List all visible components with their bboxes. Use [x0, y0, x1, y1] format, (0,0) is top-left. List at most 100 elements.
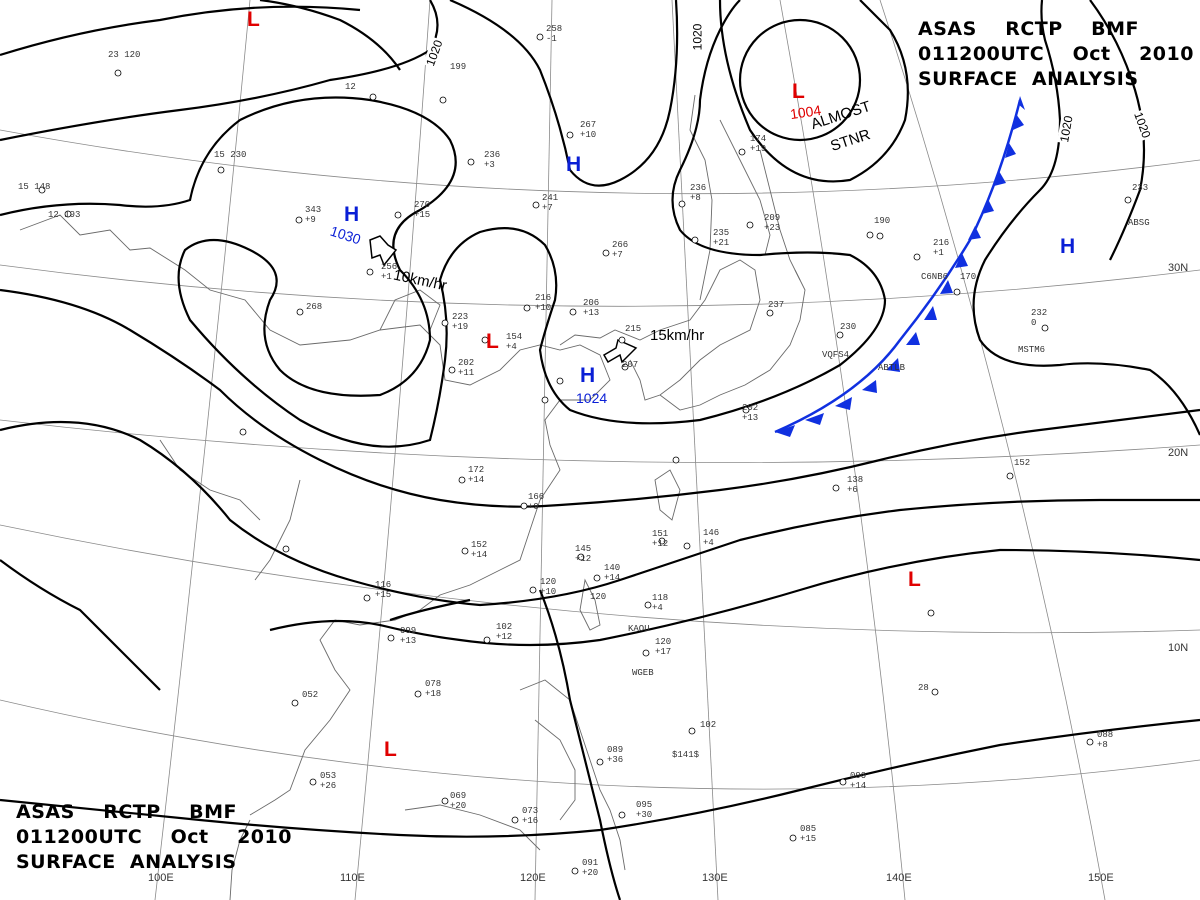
station-plot: 174 +19 [750, 134, 767, 154]
station-plot: 216 +1 [933, 238, 950, 258]
station-id: ABTLB [878, 363, 906, 373]
station-id: MSTM6 [1018, 345, 1046, 355]
station-plot: 170 [960, 272, 977, 282]
station-plot: 233 [1132, 183, 1149, 193]
low-1004-isobars [718, 0, 909, 183]
station-plot: 091 +20 [582, 858, 599, 878]
title-top-line2: 011200UTC Oct 2010 [918, 43, 1194, 65]
high-mongolia-marker: H [344, 203, 360, 226]
low-east-sea-marker: L [792, 80, 805, 103]
map-title-bottom: ASAS RCTP BMF 011200UTC Oct 2010 SURFACE… [16, 800, 292, 875]
low-pacific-marker: L [908, 568, 921, 591]
station-plot: 270 +15 [414, 200, 431, 220]
station-plot: 268 [306, 302, 323, 312]
station-plot: 236 +3 [484, 150, 501, 170]
lon-label-150e: 150E [1088, 872, 1114, 884]
longitude-lines [154, 0, 1106, 900]
high-yellow-sea-marker: H [580, 364, 596, 387]
lat-label-30n: 30N [1168, 262, 1189, 274]
station-plot: 223 +19 [452, 312, 469, 332]
station-plot: 102 [700, 720, 717, 730]
station-plot: 118 +4 [652, 593, 669, 613]
station-plot: 102 +12 [496, 622, 513, 642]
station-plot: 166 +9 [528, 492, 545, 512]
station-plot: 172 +14 [468, 465, 485, 485]
station-plot: 258 -1 [546, 24, 563, 44]
station-plot: 209 +23 [764, 213, 781, 233]
map-title-top: ASAS RCTP BMF 011200UTC Oct 2010 SURFACE… [918, 17, 1194, 92]
station-plot: 206 +13 [583, 298, 600, 318]
station-plot: 343 +9 [305, 205, 322, 225]
station-id: ABSG [1128, 218, 1150, 228]
low-north-marker: L [247, 8, 260, 31]
station-plot: 073 +16 [522, 806, 539, 826]
station-plot: 235 +21 [713, 228, 730, 248]
station-plot: 202 +13 [742, 403, 759, 423]
station-plot: 140 +14 [604, 563, 621, 583]
title-top-line1: ASAS RCTP BMF [918, 18, 1140, 40]
station-plot: 090 +14 [850, 771, 867, 791]
station-plot: 202 +11 [458, 358, 475, 378]
station-id: KAOU [628, 624, 650, 634]
station-plot: 216 +10 [535, 293, 552, 313]
lon-label-110e: 110E [340, 872, 365, 884]
station-plot: 12 [345, 82, 356, 92]
station-plot: 151 +12 [652, 529, 669, 549]
station-plot: 089 +36 [607, 745, 624, 765]
station-plot: 199 [450, 62, 467, 72]
station-plot: 095 +30 [636, 800, 653, 820]
station-plot: 12 193 [48, 210, 81, 220]
station-dots [38, 33, 1132, 875]
station-plot: 116 +15 [375, 580, 392, 600]
station-plot: 215 [625, 324, 642, 334]
station-plot: 267 +10 [580, 120, 597, 140]
low-indochina-marker: L [384, 738, 397, 761]
station-plot: 152 [1014, 458, 1031, 468]
station-plot: 232 0 [1031, 308, 1048, 328]
lat-label-20n: 20N [1168, 447, 1189, 459]
lon-label-100e: 100E [148, 872, 174, 884]
station-plot: 256 +1 [381, 262, 398, 282]
lon-label-140e: 140E [886, 872, 912, 884]
latitude-lines [0, 129, 1200, 790]
station-plot: 085 +15 [800, 824, 817, 844]
station-plot: 120 +17 [655, 637, 672, 657]
station-plot: 052 [302, 690, 319, 700]
high-yellow-sea-pressure: 1024 [576, 390, 608, 406]
station-plot: 230 [840, 322, 857, 332]
high-pacific-marker: H [1060, 235, 1076, 258]
station-plot: 154 +4 [506, 332, 523, 352]
station-plot: 152 +14 [471, 540, 488, 560]
stationary-front [774, 96, 1025, 437]
station-plot: 15 230 [214, 150, 247, 160]
station-plot: 138 +6 [847, 475, 864, 495]
station-plot: 241 +7 [542, 193, 559, 213]
motion-arrows [369, 235, 638, 364]
motion-speed-2: 15km/hr [650, 327, 705, 344]
coastlines [19, 94, 806, 900]
station-plot: 266 +7 [612, 240, 629, 260]
high-north-marker: H [566, 153, 582, 176]
station-id: $141$ [672, 750, 700, 760]
station-plot: 190 [874, 216, 891, 226]
station-plot: 236 +8 [690, 183, 707, 203]
station-plot: 069 +20 [450, 791, 467, 811]
station-plot: 28 [918, 683, 929, 693]
station-id: WGEB [632, 668, 654, 678]
lat-label-10n: 10N [1168, 642, 1189, 654]
station-plot: 15 148 [18, 182, 51, 192]
low-china-marker: L [486, 330, 499, 353]
station-plot: 23 120 [108, 50, 141, 60]
station-plot: 146 +4 [703, 528, 720, 548]
station-plot: 237 [768, 300, 785, 310]
title-bottom-line1: ASAS RCTP BMF [16, 801, 238, 823]
lon-label-130e: 130E [702, 872, 728, 884]
station-plot: 088 +8 [1097, 730, 1114, 750]
station-plot: 207 [622, 360, 639, 370]
station-id: C6NB6 [921, 272, 949, 282]
station-plot: 078 +18 [425, 679, 442, 699]
station-plot: 120 +10 [540, 577, 557, 597]
station-plot: 099 +13 [400, 626, 417, 646]
title-bottom-line3: SURFACE ANALYSIS [16, 851, 237, 873]
